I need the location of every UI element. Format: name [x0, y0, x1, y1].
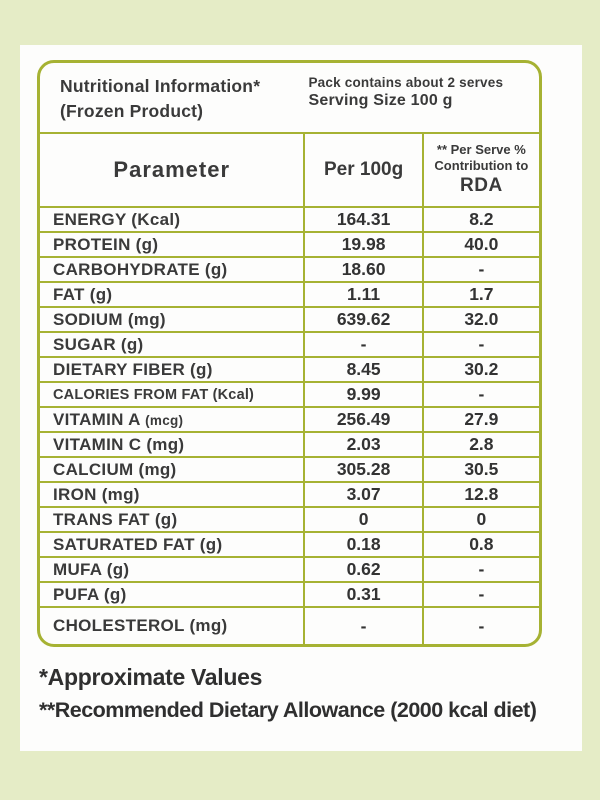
row-per100g-value: -: [303, 606, 424, 644]
row-rda-value: 2.8: [421, 431, 539, 458]
row-parameter-label: TRANS FAT (g): [40, 506, 306, 533]
table-row: ENERGY (Kcal) 164.31 8.2: [40, 206, 539, 233]
row-per100g-value: 1.11: [303, 281, 424, 308]
row-per100g-value: 0: [303, 506, 424, 533]
row-parameter-label: VITAMIN C (mg): [40, 431, 306, 458]
column-header-per100g: Per 100g: [303, 134, 424, 208]
row-parameter-label: SUGAR (g): [40, 331, 306, 358]
footnote-rda-diet: **Recommended Dietary Allowance (2000 kc…: [39, 698, 537, 722]
column-header-rda: ** Per Serve % Contribution to RDA: [421, 134, 539, 208]
row-per100g-value: 18.60: [303, 256, 424, 283]
rda-header-line1: ** Per Serve %: [436, 141, 526, 157]
row-parameter-label: VITAMIN A (mcg): [40, 406, 306, 433]
column-header-row: Parameter Per 100g ** Per Serve % Contri…: [40, 134, 539, 208]
table-row: CHOLESTEROL (mg) - -: [40, 606, 539, 644]
row-parameter-label: PROTEIN (g): [40, 231, 306, 258]
row-parameter-label: MUFA (g): [40, 556, 306, 583]
row-parameter-label: CARBOHYDRATE (g): [40, 256, 306, 283]
row-parameter-label: CALORIES FROM FAT (Kcal): [40, 381, 306, 408]
row-per100g-value: -: [303, 331, 424, 358]
row-per100g-value: 256.49: [303, 406, 424, 433]
table-row: SATURATED FAT (g) 0.18 0.8: [40, 531, 539, 558]
row-per100g-value: 2.03: [303, 431, 424, 458]
footnote-approximate-values: *Approximate Values: [39, 664, 263, 690]
table-row: TRANS FAT (g) 0 0: [40, 506, 539, 533]
row-parameter-label: CHOLESTEROL (mg): [40, 606, 306, 644]
table-row: CALORIES FROM FAT (Kcal) 9.99-: [40, 381, 539, 408]
table-row: VITAMIN C (mg) 2.03 2.8: [40, 431, 539, 458]
row-rda-value: -: [421, 581, 539, 608]
nutrition-label-card: Nutritional Information* (Frozen Product…: [20, 45, 582, 751]
pack-serves-text: Pack contains about 2 serves: [308, 75, 504, 90]
nutrition-table-box: Nutritional Information* (Frozen Product…: [37, 60, 542, 647]
row-rda-value: 8.2: [421, 206, 539, 233]
row-rda-value: 32.0: [421, 306, 539, 333]
row-parameter-label: DIETARY FIBER (g): [40, 356, 306, 383]
table-column-headers: Parameter Per 100g ** Per Serve % Contri…: [40, 134, 539, 208]
table-title-header: Nutritional Information* (Frozen Product…: [40, 63, 539, 134]
row-rda-value: 12.8: [421, 481, 539, 508]
table-row: PROTEIN (g) 19.98 40.0: [40, 231, 539, 258]
table-row: DIETARY FIBER (g) 8.45 30.2: [40, 356, 539, 383]
row-parameter-label: FAT (g): [40, 281, 306, 308]
row-rda-value: 27.9: [421, 406, 539, 433]
row-rda-value: -: [421, 556, 539, 583]
product-title-block: Nutritional Information* (Frozen Product…: [40, 63, 304, 132]
row-rda-value: -: [421, 331, 539, 358]
nutrition-data-table: Parameter Per 100g ** Per Serve % Contri…: [40, 134, 539, 644]
table-body: ENERGY (Kcal) 164.31 8.2 PROTEIN (g) 19.98 40…: [40, 206, 539, 644]
row-per100g-value: 9.99: [303, 381, 424, 408]
row-rda-value: 30.5: [421, 456, 539, 483]
row-per100g-value: 0.62: [303, 556, 424, 583]
table-row: VITAMIN A (mcg) 256.49 27.9: [40, 406, 539, 433]
table-row: PUFA (g) 0.31-: [40, 581, 539, 608]
row-parameter-label: PUFA (g): [40, 581, 306, 608]
row-rda-value: 1.7: [421, 281, 539, 308]
table-row: CALCIUM (mg) 305.28 30.5: [40, 456, 539, 483]
row-rda-value: -: [421, 606, 539, 644]
rda-header-line2: Contribution to: [434, 158, 529, 174]
rda-header-line3: RDA: [460, 175, 503, 197]
serving-info-block: Pack contains about 2 serves Serving Siz…: [304, 63, 539, 132]
row-rda-value: 0.8: [421, 531, 539, 558]
row-rda-value: 0: [421, 506, 539, 533]
title-line1: Nutritional Information*: [60, 76, 261, 96]
row-rda-value: 30.2: [421, 356, 539, 383]
table-row: CARBOHYDRATE (g) 18.60-: [40, 256, 539, 283]
row-parameter-label: SODIUM (mg): [40, 306, 306, 333]
table-row: SODIUM (mg) 639.62 32.0: [40, 306, 539, 333]
table-row: SUGAR (g) - -: [40, 331, 539, 358]
table-row: MUFA (g) 0.62-: [40, 556, 539, 583]
unit-mcg: (mcg): [145, 412, 184, 428]
row-per100g-value: 164.31: [303, 206, 424, 233]
row-per100g-value: 8.45: [303, 356, 424, 383]
row-rda-value: -: [421, 256, 539, 283]
table-row: IRON (mg) 3.07 12.8: [40, 481, 539, 508]
footnotes: *Approximate Values **Recommended Dietar…: [37, 664, 562, 723]
row-rda-value: 40.0: [421, 231, 539, 258]
row-parameter-label: IRON (mg): [40, 481, 306, 508]
row-per100g-value: 639.62: [303, 306, 424, 333]
row-per100g-value: 19.98: [303, 231, 424, 258]
row-rda-value: -: [421, 381, 539, 408]
row-per100g-value: 0.18: [303, 531, 424, 558]
row-per100g-value: 3.07: [303, 481, 424, 508]
table-row: FAT (g) 1.11 1.7: [40, 281, 539, 308]
row-parameter-label: ENERGY (Kcal): [40, 206, 306, 233]
row-parameter-label: CALCIUM (mg): [40, 456, 306, 483]
row-parameter-label: SATURATED FAT (g): [40, 531, 306, 558]
row-per100g-value: 0.31: [303, 581, 424, 608]
column-header-parameter: Parameter: [40, 134, 306, 208]
serving-size-text: Serving Size 100 g: [308, 92, 453, 109]
title-line2: (Frozen Product): [60, 101, 204, 122]
row-per100g-value: 305.28: [303, 456, 424, 483]
